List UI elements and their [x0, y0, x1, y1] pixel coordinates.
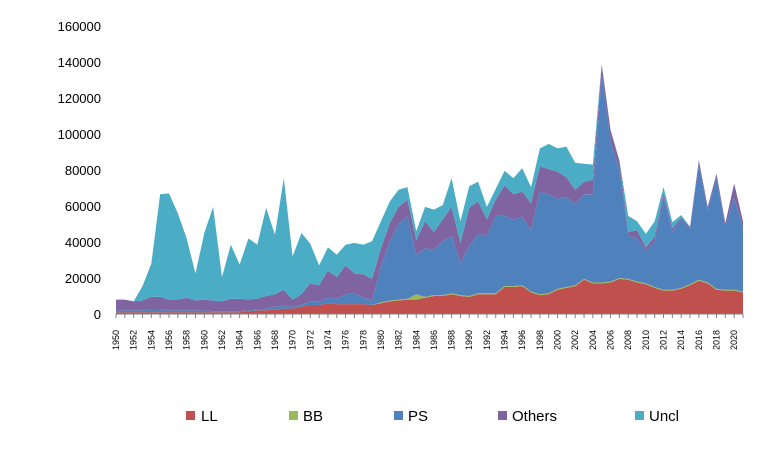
x-tick-label: 1994: [500, 330, 510, 350]
x-tick-label: 1984: [411, 330, 421, 350]
x-tick-label: 2004: [588, 330, 598, 350]
legend-label-ll: LL: [201, 408, 218, 425]
x-tick-label: 1950: [111, 330, 121, 350]
x-axis: 1950 1952 1954 1956 1958 1960 1962 1964 1966 1968…: [111, 313, 744, 350]
x-tick-label: 2012: [659, 330, 669, 350]
x-tick-label: 1964: [235, 330, 245, 350]
legend-item-ll: LL: [186, 408, 218, 425]
y-tick-label: 20000: [65, 271, 101, 286]
x-tick-label: 1988: [447, 330, 457, 350]
area-ll: [116, 278, 743, 314]
x-tick-label: 1952: [129, 330, 139, 350]
x-tick-label: 1974: [323, 330, 333, 350]
legend-item-ps: PS: [394, 408, 428, 425]
legend-swatch-bb: [289, 411, 298, 420]
x-tick-label: 1954: [146, 330, 156, 350]
legend-item-uncl: Uncl: [635, 408, 679, 425]
x-tick-label: 1972: [305, 330, 315, 350]
y-axis: 0 20000 40000 60000 80000 100000 120000 140000 1…: [58, 19, 101, 322]
area-uncl: [116, 63, 743, 302]
y-tick-label: 40000: [65, 235, 101, 250]
legend-swatch-others: [498, 411, 507, 420]
x-tick-label: 2006: [606, 330, 616, 350]
y-tick-label: 100000: [58, 127, 101, 142]
y-tick-label: 60000: [65, 199, 101, 214]
x-tick-label: 1998: [535, 330, 545, 350]
x-tick-label: 1986: [429, 330, 439, 350]
legend-swatch-uncl: [635, 411, 644, 420]
area-ps: [116, 75, 743, 313]
legend-label-ps: PS: [408, 408, 428, 425]
x-tick-label: 1968: [270, 330, 280, 350]
x-tick-label: 1990: [464, 330, 474, 350]
legend-swatch-ll: [186, 411, 195, 420]
y-tick-label: 0: [94, 307, 101, 322]
y-tick-label: 160000: [58, 19, 101, 34]
x-tick-label: 2020: [729, 330, 739, 350]
y-tick-label: 120000: [58, 91, 101, 106]
plot-areas: [116, 63, 743, 314]
x-tick-label: 1970: [288, 330, 298, 350]
x-tick-label: 1958: [182, 330, 192, 350]
legend: LL BB PS Others Uncl: [186, 408, 679, 425]
x-tick-label: 2008: [623, 330, 633, 350]
x-tick-label: 2002: [570, 330, 580, 350]
legend-item-others: Others: [498, 408, 557, 425]
x-tick-label: 1976: [341, 330, 351, 350]
legend-label-others: Others: [512, 408, 557, 425]
x-tick-label: 1960: [199, 330, 209, 350]
x-tick-label: 1962: [217, 330, 227, 350]
x-tick-label: 1956: [164, 330, 174, 350]
x-tick-label: 1966: [252, 330, 262, 350]
y-tick-label: 80000: [65, 163, 101, 178]
x-tick-label: 1992: [482, 330, 492, 350]
legend-swatch-ps: [394, 411, 403, 420]
x-tick-label: 1978: [358, 330, 368, 350]
legend-label-bb: BB: [303, 408, 323, 425]
x-tick-label: 2014: [676, 330, 686, 350]
x-tick-label: 2010: [641, 330, 651, 350]
x-tick-label: 2016: [694, 330, 704, 350]
y-tick-label: 140000: [58, 55, 101, 70]
x-tick-label: 1980: [376, 330, 386, 350]
x-tick-label: 1982: [394, 330, 404, 350]
x-tick-label: 2000: [553, 330, 563, 350]
legend-item-bb: BB: [289, 408, 323, 425]
legend-label-uncl: Uncl: [649, 408, 679, 425]
x-tick-label: 1996: [517, 330, 527, 350]
x-tick-label: 2018: [712, 330, 722, 350]
